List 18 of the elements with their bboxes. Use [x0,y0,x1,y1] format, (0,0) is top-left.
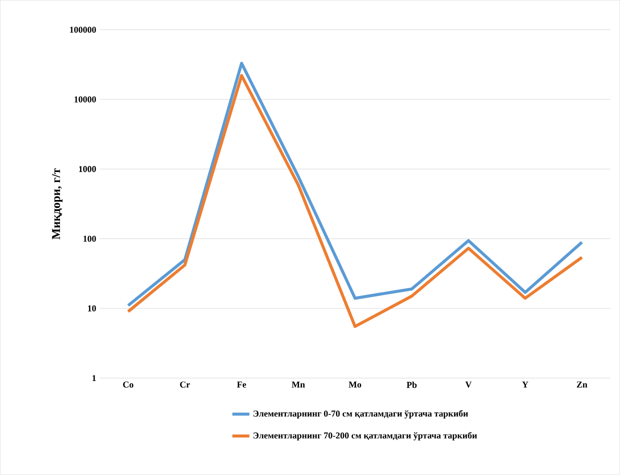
x-tick-label: V [465,382,472,388]
x-tick-label: Cr [180,382,190,388]
legend-label: Элементларнинг 70-200 см қатламдаги ўртача таркиби [253,432,477,440]
x-tick-label: Zn [576,382,588,388]
x-tick-label: Mo [348,382,362,388]
x-tick-label: Pb [406,382,417,388]
x-tick-label: Y [522,382,528,388]
y-tick-label: 100 [84,236,96,242]
legend-label: Элементларнинг 0-70 см қатламдаги ўртача таркиби [253,410,468,419]
y-tick-label: 100000 [70,26,96,33]
y-tick-label: 1000 [79,166,96,172]
x-tick-label: Fe [237,382,246,388]
y-tick-label: 10000 [74,96,96,102]
y-axis-title: Миқдори, г/т [52,168,62,240]
y-tick-label: 1 [92,375,96,382]
y-tick-label: 10 [88,305,96,312]
x-tick-label: Mn [292,382,305,388]
x-tick-label: Co [123,382,134,388]
